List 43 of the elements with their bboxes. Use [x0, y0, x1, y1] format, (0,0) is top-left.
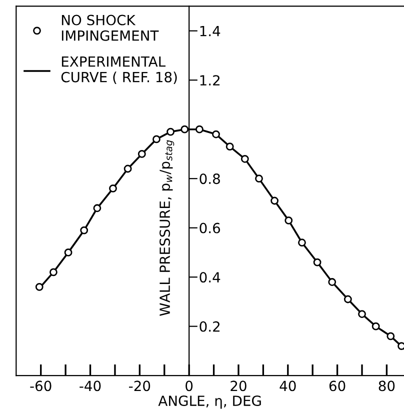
y-tick-label: 1.2 [200, 75, 220, 86]
point [93, 204, 102, 212]
point [226, 142, 234, 151]
point [50, 268, 58, 276]
point [255, 174, 263, 183]
y-tick-label: 0.8 [200, 174, 220, 184]
point [138, 150, 146, 158]
point [240, 154, 249, 163]
x-tick-label: 40 [280, 380, 296, 392]
point [166, 128, 175, 136]
point [35, 282, 44, 291]
point [313, 258, 322, 266]
point [152, 135, 160, 144]
x-tick-label: -40 [80, 380, 101, 392]
y-tick-label: 0.4 [200, 272, 220, 283]
y-axis-title: WALL PRESSURE, p$_{w}$/p$_{stag}$ [160, 140, 174, 316]
legend-label: NO SHOCK IMPINGEMENT [62, 14, 159, 41]
point [372, 322, 380, 330]
y-tick-label: 1.4 [200, 26, 220, 36]
point [180, 125, 189, 134]
point [270, 196, 279, 205]
point [386, 332, 395, 340]
point [212, 130, 220, 138]
point [284, 216, 293, 224]
point [196, 125, 204, 134]
x-tick-label: 80 [378, 380, 395, 392]
point [109, 184, 117, 192]
x-tick-label: 0 [186, 380, 193, 392]
point [124, 164, 132, 173]
x-tick-label: 20 [230, 380, 246, 392]
x-tick-label: -20 [129, 380, 150, 392]
legend-label: EXPERIMENTAL CURVE ( REF. 18) [61, 56, 177, 84]
point [64, 248, 72, 256]
x-tick-label: -60 [30, 380, 52, 392]
point [328, 278, 336, 286]
point [298, 238, 306, 247]
y-tick-label: 0.2 [200, 321, 220, 332]
y-tick-label: 0.6 [200, 222, 220, 234]
x-tick-label: 60 [329, 380, 346, 392]
point [358, 310, 366, 318]
point [80, 226, 88, 234]
x-axis-title: ANGLE, η, DEG [158, 396, 261, 409]
point [344, 295, 352, 304]
